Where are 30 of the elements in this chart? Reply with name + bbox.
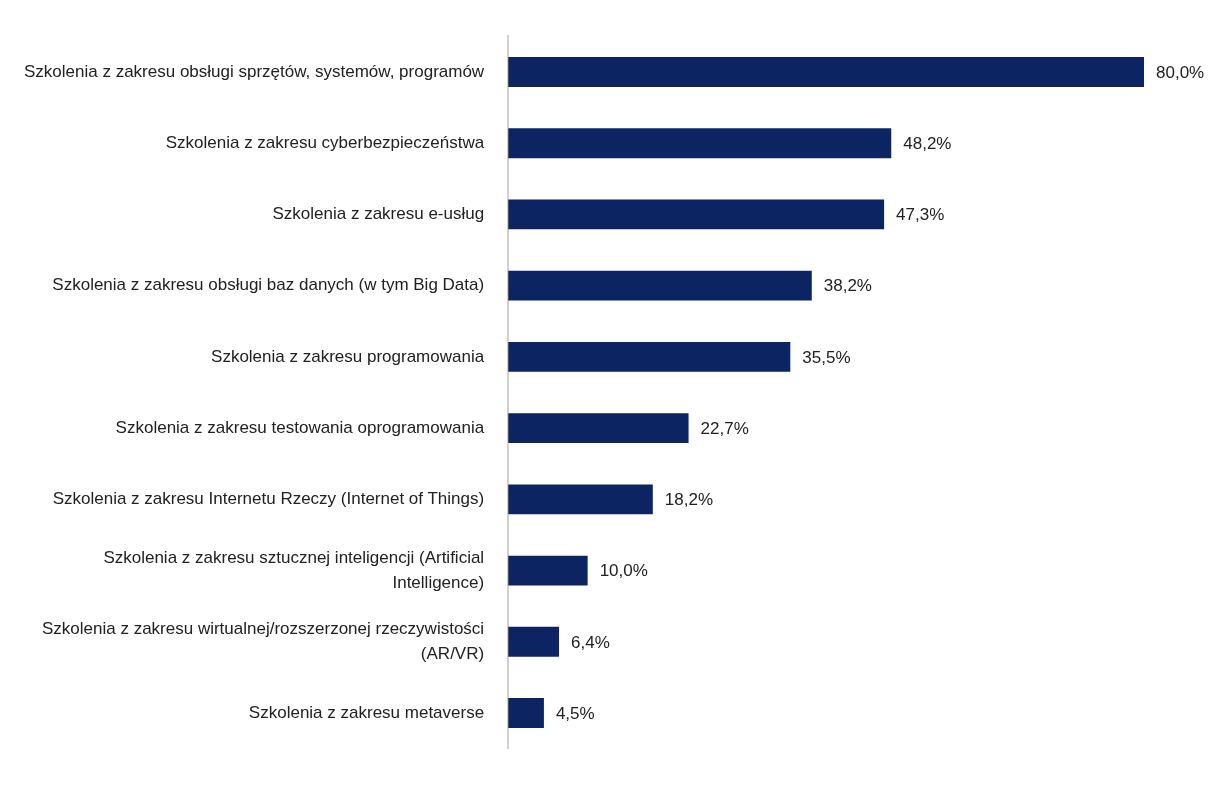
bar — [508, 56, 1144, 87]
bar — [508, 341, 791, 372]
data-label: 6,4% — [571, 632, 610, 652]
bar — [508, 555, 588, 586]
y-tick-label: Szkolenia z zakresu obsługi baz danych (w tym Big Data) — [52, 275, 485, 295]
y-tick-label: Szkolenia z zakresu obsługi sprzętów, systemów, programów — [23, 61, 485, 81]
bar — [508, 413, 689, 444]
bar — [508, 270, 812, 301]
y-tick-label: Szkolenia z zakresu cyberbezpieczeństwa — [165, 132, 485, 152]
data-label: 4,5% — [555, 703, 595, 723]
y-tick-label: Szkolenia z zakresu testowania oprogramowania — [115, 417, 485, 437]
bar — [508, 698, 544, 729]
y-tick-label: Szkolenia z zakresu Internetu Rzeczy (Internet of Things) — [52, 489, 485, 509]
data-label: 80,0% — [1156, 62, 1205, 82]
y-tick-label: Szkolenia z zakresu sztucznej inteligencji (Artificial Intelligence) — [103, 547, 485, 592]
bar — [508, 199, 885, 230]
data-label: 48,2% — [903, 133, 952, 153]
y-tick-label: Szkolenia z zakresu metaverse — [248, 702, 485, 722]
y-tick-label: Szkolenia z zakresu wirtualnej/rozszerzonej rzeczywistości (AR/VR) — [41, 619, 485, 663]
y-tick-label: Szkolenia z zakresu programowania — [211, 346, 485, 366]
bar — [508, 484, 653, 515]
data-label: 35,5% — [802, 347, 851, 367]
bar — [508, 128, 892, 159]
data-label: 10,0% — [599, 561, 648, 581]
data-label: 18,2% — [664, 490, 714, 510]
data-label: 22,7% — [700, 418, 749, 438]
data-label: 47,3% — [896, 205, 945, 225]
bar — [508, 626, 560, 657]
y-tick-label: Szkolenia z zakresu e-usług — [272, 204, 485, 224]
data-label: 38,2% — [823, 276, 872, 296]
